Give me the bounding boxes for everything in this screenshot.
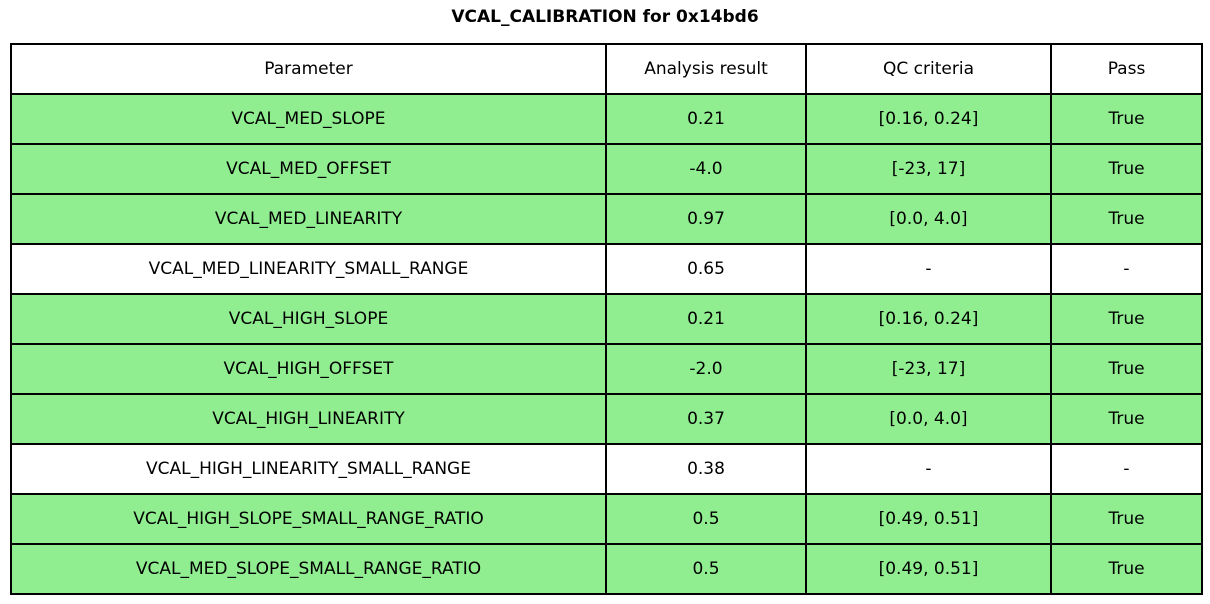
qc-criteria-cell: [0.0, 4.0] [805, 393, 1052, 445]
pass-cell: - [1050, 243, 1203, 295]
pass-cell: True [1050, 543, 1203, 595]
qc-criteria-cell: [0.49, 0.51] [805, 493, 1052, 545]
column-header-parameter: Parameter [10, 43, 607, 95]
qc-criteria-cell: [-23, 17] [805, 343, 1052, 395]
column-header-qc-criteria: QC criteria [805, 43, 1052, 95]
qc-criteria-cell: [0.0, 4.0] [805, 193, 1052, 245]
parameter-cell: VCAL_HIGH_LINEARITY_SMALL_RANGE [10, 443, 607, 495]
pass-cell: - [1050, 443, 1203, 495]
qc-criteria-cell: [0.16, 0.24] [805, 93, 1052, 145]
table-row: VCAL_MED_SLOPE_SMALL_RANGE_RATIO 0.5 [0.49… [10, 543, 1203, 595]
qc-criteria-cell: - [805, 443, 1052, 495]
qc-criteria-cell: [0.49, 0.51] [805, 543, 1052, 595]
table-row: VCAL_HIGH_SLOPE 0.21 [0.16, 0.24] True [10, 293, 1203, 345]
analysis-result-cell: 0.37 [605, 393, 807, 445]
analysis-result-cell: 0.21 [605, 93, 807, 145]
table-row: VCAL_MED_OFFSET -4.0 [-23, 17] True [10, 143, 1203, 195]
pass-cell: True [1050, 93, 1203, 145]
analysis-result-cell: 0.65 [605, 243, 807, 295]
parameter-cell: VCAL_MED_SLOPE_SMALL_RANGE_RATIO [10, 543, 607, 595]
table-row: VCAL_HIGH_LINEARITY_SMALL_RANGE 0.38- - [10, 443, 1203, 495]
parameter-cell: VCAL_HIGH_LINEARITY [10, 393, 607, 445]
analysis-result-cell: 0.21 [605, 293, 807, 345]
pass-cell: True [1050, 293, 1203, 345]
analysis-result-cell: -4.0 [605, 143, 807, 195]
parameter-cell: VCAL_MED_SLOPE [10, 93, 607, 145]
qc-criteria-cell: [0.16, 0.24] [805, 293, 1052, 345]
parameter-cell: VCAL_MED_LINEARITY_SMALL_RANGE [10, 243, 607, 295]
analysis-result-cell: 0.38 [605, 443, 807, 495]
analysis-result-cell: 0.97 [605, 193, 807, 245]
column-header-pass: Pass [1050, 43, 1203, 95]
parameter-cell: VCAL_MED_LINEARITY [10, 193, 607, 245]
parameter-cell: VCAL_HIGH_OFFSET [10, 343, 607, 395]
analysis-result-cell: -2.0 [605, 343, 807, 395]
pass-cell: True [1050, 193, 1203, 245]
column-header-analysis-result: Analysis result [605, 43, 807, 95]
table-row: VCAL_MED_LINEARITY_SMALL_RANGE 0.65- - [10, 243, 1203, 295]
parameter-cell: VCAL_MED_OFFSET [10, 143, 607, 195]
parameter-cell: VCAL_HIGH_SLOPE_SMALL_RANGE_RATIO [10, 493, 607, 545]
pass-cell: True [1050, 493, 1203, 545]
pass-cell: True [1050, 393, 1203, 445]
analysis-result-cell: 0.5 [605, 493, 807, 545]
analysis-result-cell: 0.5 [605, 543, 807, 595]
table-row: VCAL_HIGH_SLOPE_SMALL_RANGE_RATIO 0.5 [0.4… [10, 493, 1203, 545]
pass-cell: True [1050, 343, 1203, 395]
qc-criteria-cell: [-23, 17] [805, 143, 1052, 195]
page-title: VCAL_CALIBRATION for 0x14bd6 [451, 7, 759, 27]
table-row: VCAL_HIGH_LINEARITY 0.37 [0.0, 4.0] True [10, 393, 1203, 445]
header-row: Parameter Analysis result QC criteria Pass [10, 43, 1203, 95]
table-row: VCAL_MED_LINEARITY 0.97 [0.0, 4.0] True [10, 193, 1203, 245]
table-row: VCAL_MED_SLOPE 0.21 [0.16, 0.24] True [10, 93, 1203, 145]
calibration-table: Parameter Analysis result QC criteria Pass … [10, 43, 1203, 595]
pass-cell: True [1050, 143, 1203, 195]
table-row: VCAL_HIGH_OFFSET -2.0 [-23, 17] True [10, 343, 1203, 395]
qc-criteria-cell: - [805, 243, 1052, 295]
parameter-cell: VCAL_HIGH_SLOPE [10, 293, 607, 345]
